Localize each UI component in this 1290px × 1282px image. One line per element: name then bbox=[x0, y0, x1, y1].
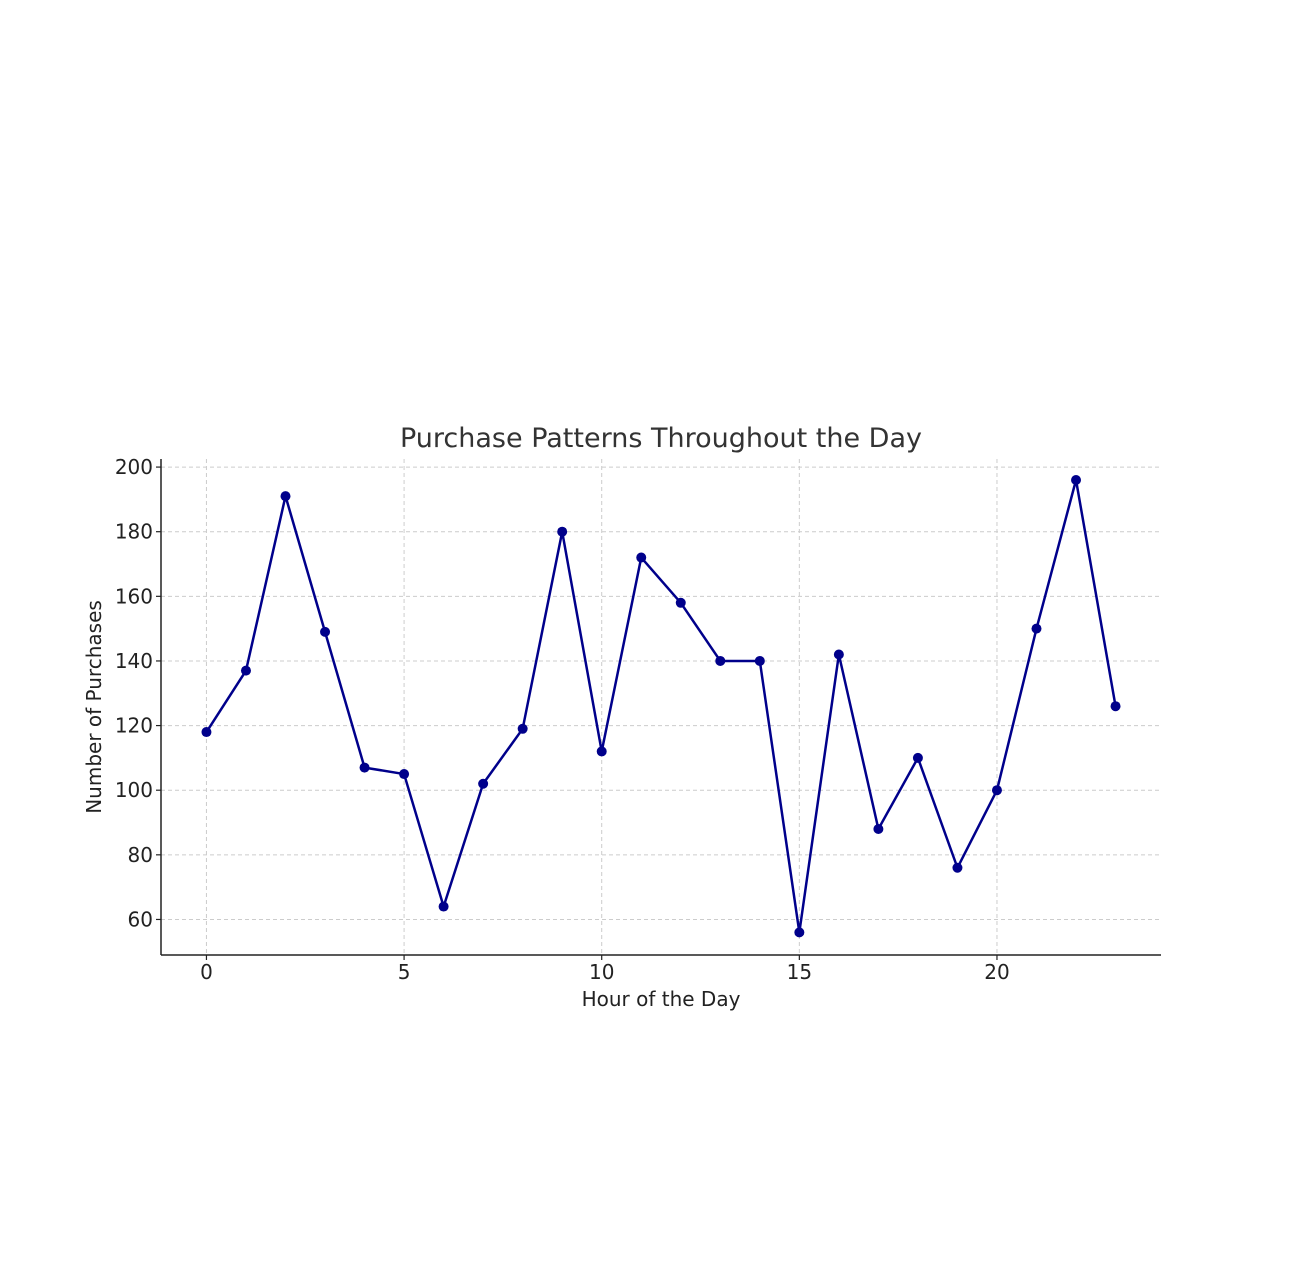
y-tick-label: 160 bbox=[115, 584, 153, 608]
data-point bbox=[1110, 701, 1121, 712]
data-point bbox=[320, 626, 331, 637]
data-point bbox=[873, 823, 884, 834]
y-tick-label: 80 bbox=[128, 843, 153, 867]
data-point bbox=[240, 665, 251, 676]
y-tick-label: 100 bbox=[115, 778, 153, 802]
chart-title: Purchase Patterns Throughout the Day bbox=[400, 423, 922, 454]
data-point bbox=[359, 762, 370, 773]
axes bbox=[156, 459, 1161, 960]
y-tick-label: 140 bbox=[115, 649, 153, 673]
x-axis-label: Hour of the Day bbox=[582, 987, 741, 1011]
x-tick-label: 15 bbox=[787, 960, 812, 984]
data-point bbox=[1071, 475, 1082, 486]
grid bbox=[161, 459, 1161, 955]
data-point bbox=[517, 723, 528, 734]
data-point bbox=[952, 862, 963, 873]
y-axis-label: Number of Purchases bbox=[82, 600, 106, 814]
x-tick-label: 10 bbox=[589, 960, 614, 984]
data-point bbox=[557, 526, 568, 537]
data-point bbox=[912, 752, 923, 763]
data-point bbox=[991, 785, 1002, 796]
data-point bbox=[596, 746, 607, 757]
data-point bbox=[1031, 623, 1042, 634]
tick-labels: 0 5 10 15 20 60 80 100 120 140 160 180 200 bbox=[115, 455, 1010, 984]
series-layer bbox=[201, 475, 1121, 938]
data-point bbox=[833, 649, 844, 660]
y-tick-label: 200 bbox=[115, 455, 153, 479]
data-point bbox=[478, 778, 489, 789]
data-point bbox=[280, 491, 291, 502]
data-point bbox=[754, 655, 765, 666]
x-tick-label: 0 bbox=[200, 960, 213, 984]
data-point bbox=[636, 552, 647, 563]
data-point bbox=[794, 927, 805, 938]
data-point bbox=[675, 597, 686, 608]
series-line bbox=[205, 478, 1117, 934]
y-tick-label: 120 bbox=[115, 714, 153, 738]
data-point bbox=[438, 901, 449, 912]
y-tick-label: 180 bbox=[115, 520, 153, 544]
x-tick-label: 20 bbox=[984, 960, 1009, 984]
y-tick-label: 60 bbox=[128, 907, 153, 931]
data-point bbox=[399, 769, 410, 780]
data-point bbox=[201, 727, 212, 738]
x-tick-label: 5 bbox=[398, 960, 411, 984]
data-point bbox=[715, 655, 726, 666]
